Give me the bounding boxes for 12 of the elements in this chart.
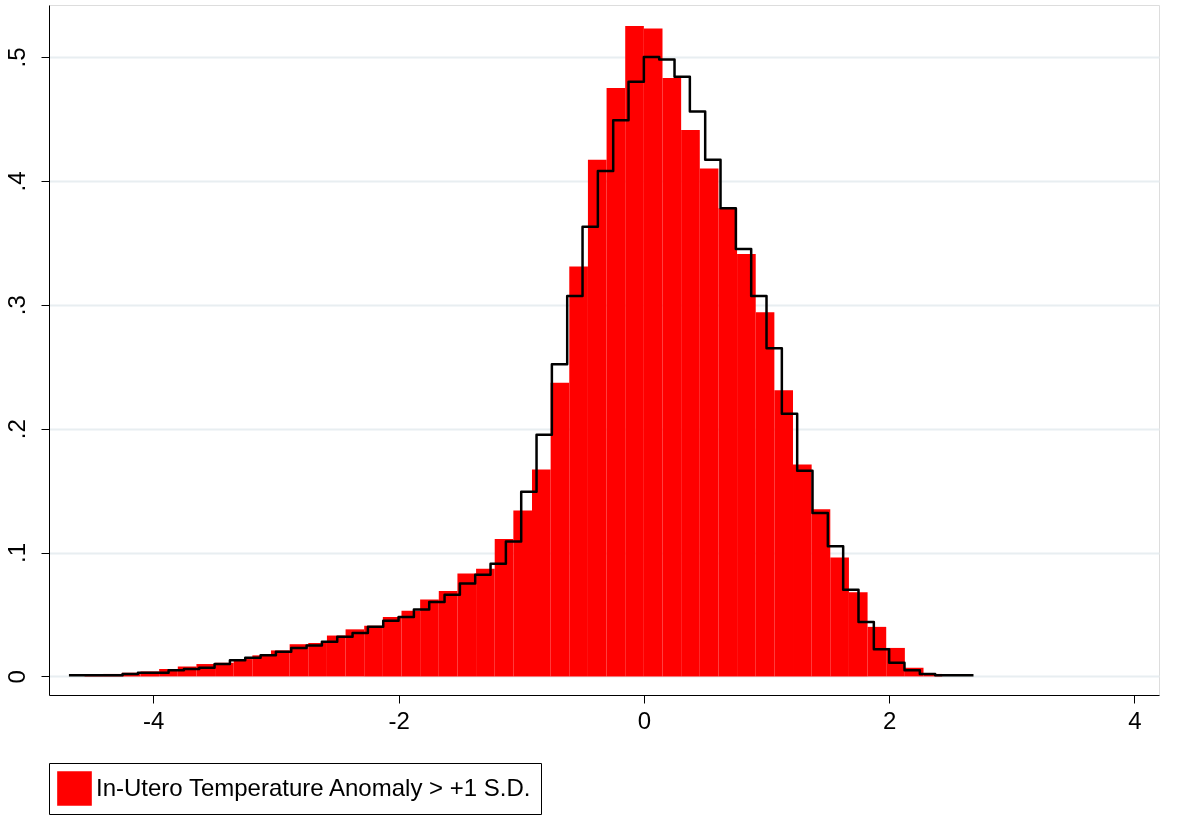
x-tick-label: 4 (1128, 706, 1142, 734)
legend-label: In-Utero Temperature Anomaly > +1 S.D. (96, 773, 531, 801)
y-tick-label: .3 (2, 295, 30, 316)
x-tick-label: -2 (388, 706, 410, 734)
y-tick-label: .1 (2, 543, 30, 564)
x-tick-label: 0 (637, 706, 652, 734)
x-tick-label: 2 (882, 706, 897, 734)
y-tick-label: 0 (2, 670, 30, 684)
x-tick-label: -4 (143, 706, 165, 734)
y-tick-label: .5 (2, 47, 30, 68)
y-tick-label: .2 (2, 419, 30, 440)
y-tick-label: .4 (2, 171, 30, 192)
